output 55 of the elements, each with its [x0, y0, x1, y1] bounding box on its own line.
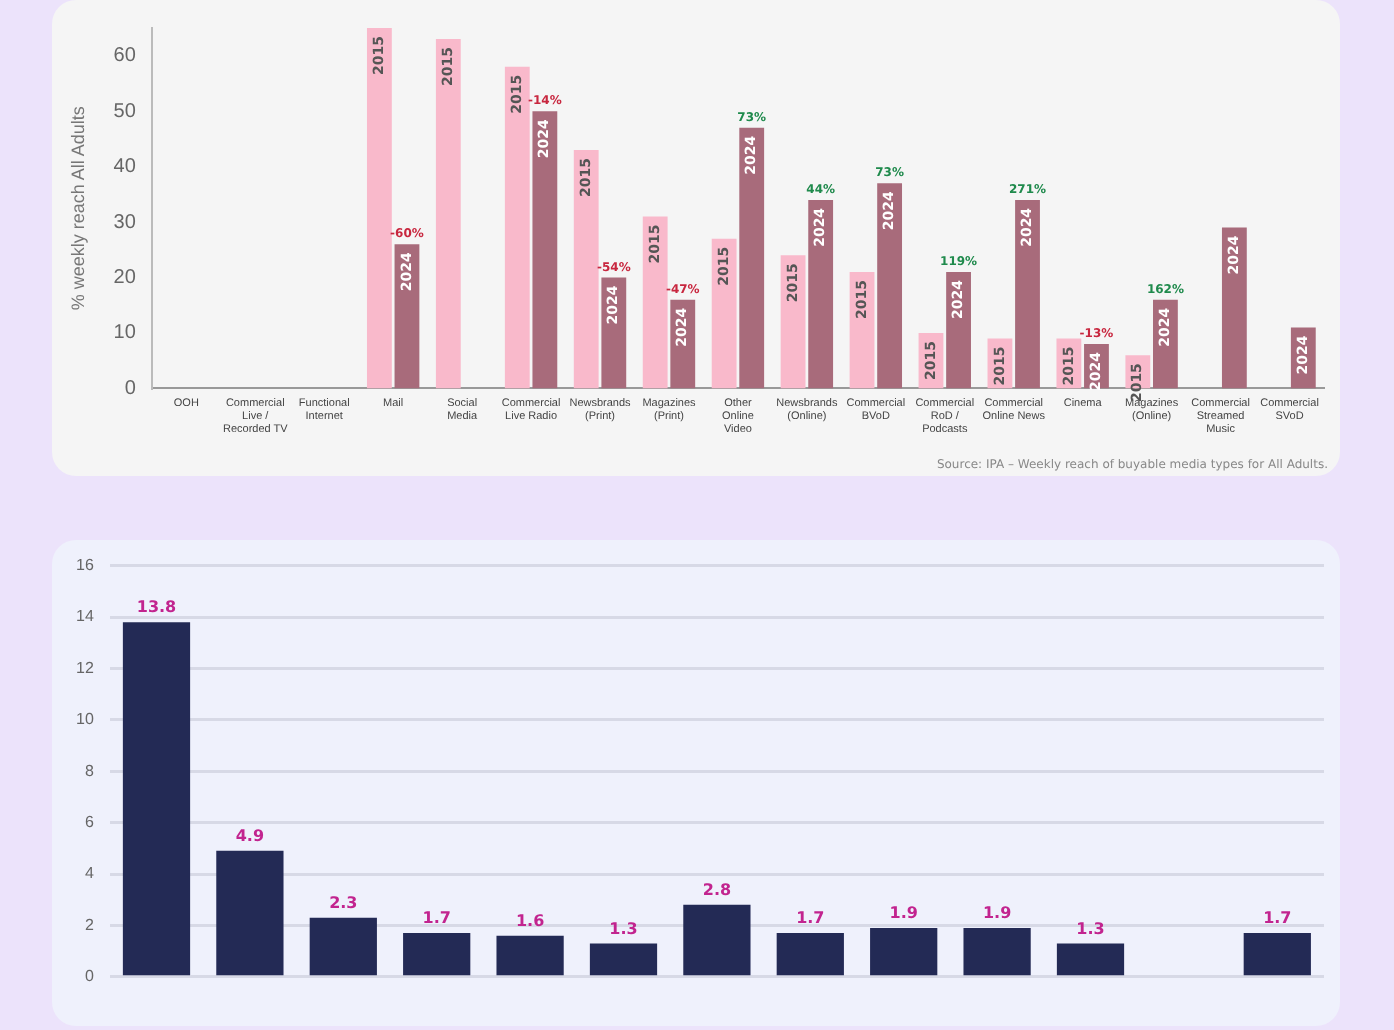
bar	[870, 927, 938, 976]
data-label: 1.3	[1076, 919, 1105, 938]
bar	[776, 933, 844, 976]
data-label: 1.7	[1263, 909, 1292, 928]
bar	[1243, 933, 1311, 976]
y-tick-label: 4	[84, 864, 95, 883]
bar	[1056, 943, 1125, 976]
bar	[1015, 199, 1040, 389]
bar	[946, 271, 971, 389]
bar	[1221, 227, 1247, 389]
y-tick-label: 30	[113, 211, 137, 234]
bar	[435, 39, 461, 389]
data-label: 1.3	[609, 919, 638, 938]
y-tick-label: 12	[75, 658, 95, 677]
bar	[683, 904, 751, 976]
bar	[366, 28, 392, 389]
y-axis-title: % weekly reach All Adults	[67, 105, 88, 311]
bar	[122, 622, 191, 976]
y-tick-label: 50	[113, 100, 137, 123]
data-label: 1.7	[422, 909, 451, 928]
y-tick-label: 16	[75, 556, 95, 575]
data-label: 1.9	[889, 904, 919, 923]
y-tick-label: 14	[75, 607, 95, 626]
y-tick-label: 10	[75, 710, 95, 729]
bar	[877, 183, 903, 389]
data-label: 4.9	[235, 827, 265, 846]
y-tick-label: 20	[113, 267, 137, 290]
bar	[496, 935, 564, 976]
bar	[504, 66, 530, 389]
data-label: 2.3	[329, 893, 358, 912]
bar	[642, 216, 668, 389]
bar	[403, 933, 471, 976]
y-tick-label: 40	[113, 156, 137, 179]
y-tick-label: 60	[113, 45, 137, 68]
bar	[963, 927, 1031, 976]
bar	[589, 943, 658, 976]
y-tick-label: 0	[84, 967, 95, 986]
y-tick-label: 8	[84, 761, 95, 780]
bar	[309, 917, 377, 976]
y-tick-label: 0	[124, 377, 137, 400]
y-tick-label: 6	[84, 813, 95, 832]
bar	[739, 127, 765, 389]
data-label: 13.8	[136, 598, 178, 617]
y-tick-label: 10	[113, 322, 137, 345]
y-tick-label: 2	[84, 915, 95, 934]
bar	[601, 277, 627, 389]
bar	[216, 850, 284, 976]
data-label: 1.9	[982, 904, 1013, 923]
data-label: 1.6	[515, 911, 546, 930]
data-label: 2.8	[702, 881, 732, 899]
bar	[711, 238, 737, 389]
bar	[532, 111, 558, 389]
bar	[573, 149, 599, 389]
bar	[808, 199, 834, 389]
data-label: 1.7	[796, 909, 825, 928]
